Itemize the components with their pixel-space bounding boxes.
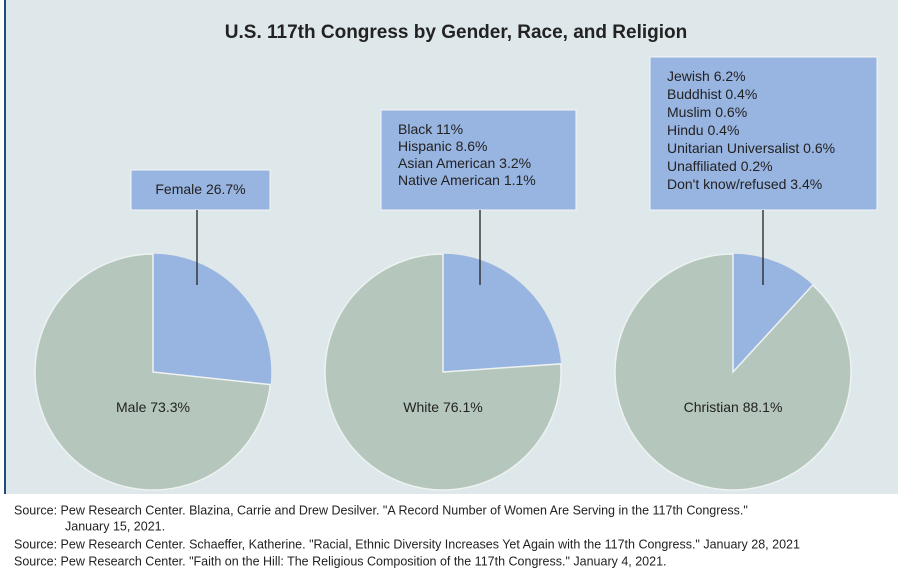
- value-label: 0.4%: [725, 86, 757, 102]
- chart-title: U.S. 117th Congress by Gender, Race, and…: [225, 22, 687, 43]
- source: Source: Pew Research Center. Blazina, Ca…: [14, 503, 748, 517]
- pie-slice: [614, 253, 852, 491]
- value-label: 0.6%: [803, 140, 835, 156]
- slice-label: Black 11%: [398, 121, 463, 137]
- value-label: 1.1%: [504, 172, 536, 188]
- category-name: Don't know/refused: [667, 176, 786, 192]
- value-label: 76.1%: [443, 399, 483, 415]
- slice-label: Female 26.7%: [155, 181, 245, 197]
- label-box: [130, 169, 271, 211]
- category-name: Jewish: [667, 68, 710, 84]
- pie-slice: [442, 253, 519, 373]
- value-label: 3.2%: [499, 155, 531, 171]
- pie-slice: [324, 253, 562, 491]
- slice-label: Unitarian Universalist 0.6%: [667, 140, 835, 156]
- value-label: 73.3%: [150, 399, 190, 415]
- label-box: [649, 56, 878, 211]
- slice-label: Jewish 6.2%: [667, 68, 746, 84]
- category-name: Black: [398, 121, 433, 137]
- category-name: Male: [116, 399, 147, 415]
- slice-label: Hispanic 8.6%: [398, 138, 488, 154]
- slice-label: White 76.1%: [403, 399, 482, 415]
- value-label: 11%: [436, 121, 463, 137]
- value-label: 88.1%: [743, 399, 783, 415]
- slice-label: Christian 88.1%: [684, 399, 783, 415]
- slice-label: Don't know/refused 3.4%: [667, 176, 822, 192]
- source: Source: Pew Research Center. Schaeffer, …: [14, 537, 800, 551]
- source: January 15, 2021.: [65, 519, 165, 533]
- value-label: 6.2%: [714, 68, 746, 84]
- slice-label: Male 73.3%: [116, 399, 190, 415]
- category-name: Asian American: [398, 155, 495, 171]
- category-name: Female: [155, 181, 202, 197]
- category-name: Hispanic: [398, 138, 452, 154]
- pie-slice: [152, 253, 272, 385]
- category-name: Muslim: [667, 104, 711, 120]
- label-box: [380, 109, 577, 211]
- value-label: 8.6%: [456, 138, 488, 154]
- category-name: Native American: [398, 172, 500, 188]
- value-label: 26.7%: [206, 181, 246, 197]
- pie-slice: [34, 253, 272, 491]
- slice-label: Asian American 3.2%: [398, 155, 531, 171]
- category-name: Buddhist: [667, 86, 722, 102]
- slice-label: Hindu 0.4%: [667, 122, 739, 138]
- category-name: Unaffiliated: [667, 158, 737, 174]
- value-label: 0.6%: [715, 104, 747, 120]
- value-label: 0.2%: [741, 158, 773, 174]
- slice-label: Buddhist 0.4%: [667, 86, 757, 102]
- category-name: Unitarian Universalist: [667, 140, 799, 156]
- slice-label: Unaffiliated 0.2%: [667, 158, 773, 174]
- category-name: White: [403, 399, 439, 415]
- slice-label: Native American 1.1%: [398, 172, 536, 188]
- category-name: Hindu: [667, 122, 704, 138]
- value-label: 0.4%: [707, 122, 739, 138]
- source: Source: Pew Research Center. "Faith on t…: [14, 554, 667, 568]
- category-name: Christian: [684, 399, 739, 415]
- value-label: 3.4%: [790, 176, 822, 192]
- slice-label: Muslim 0.6%: [667, 104, 747, 120]
